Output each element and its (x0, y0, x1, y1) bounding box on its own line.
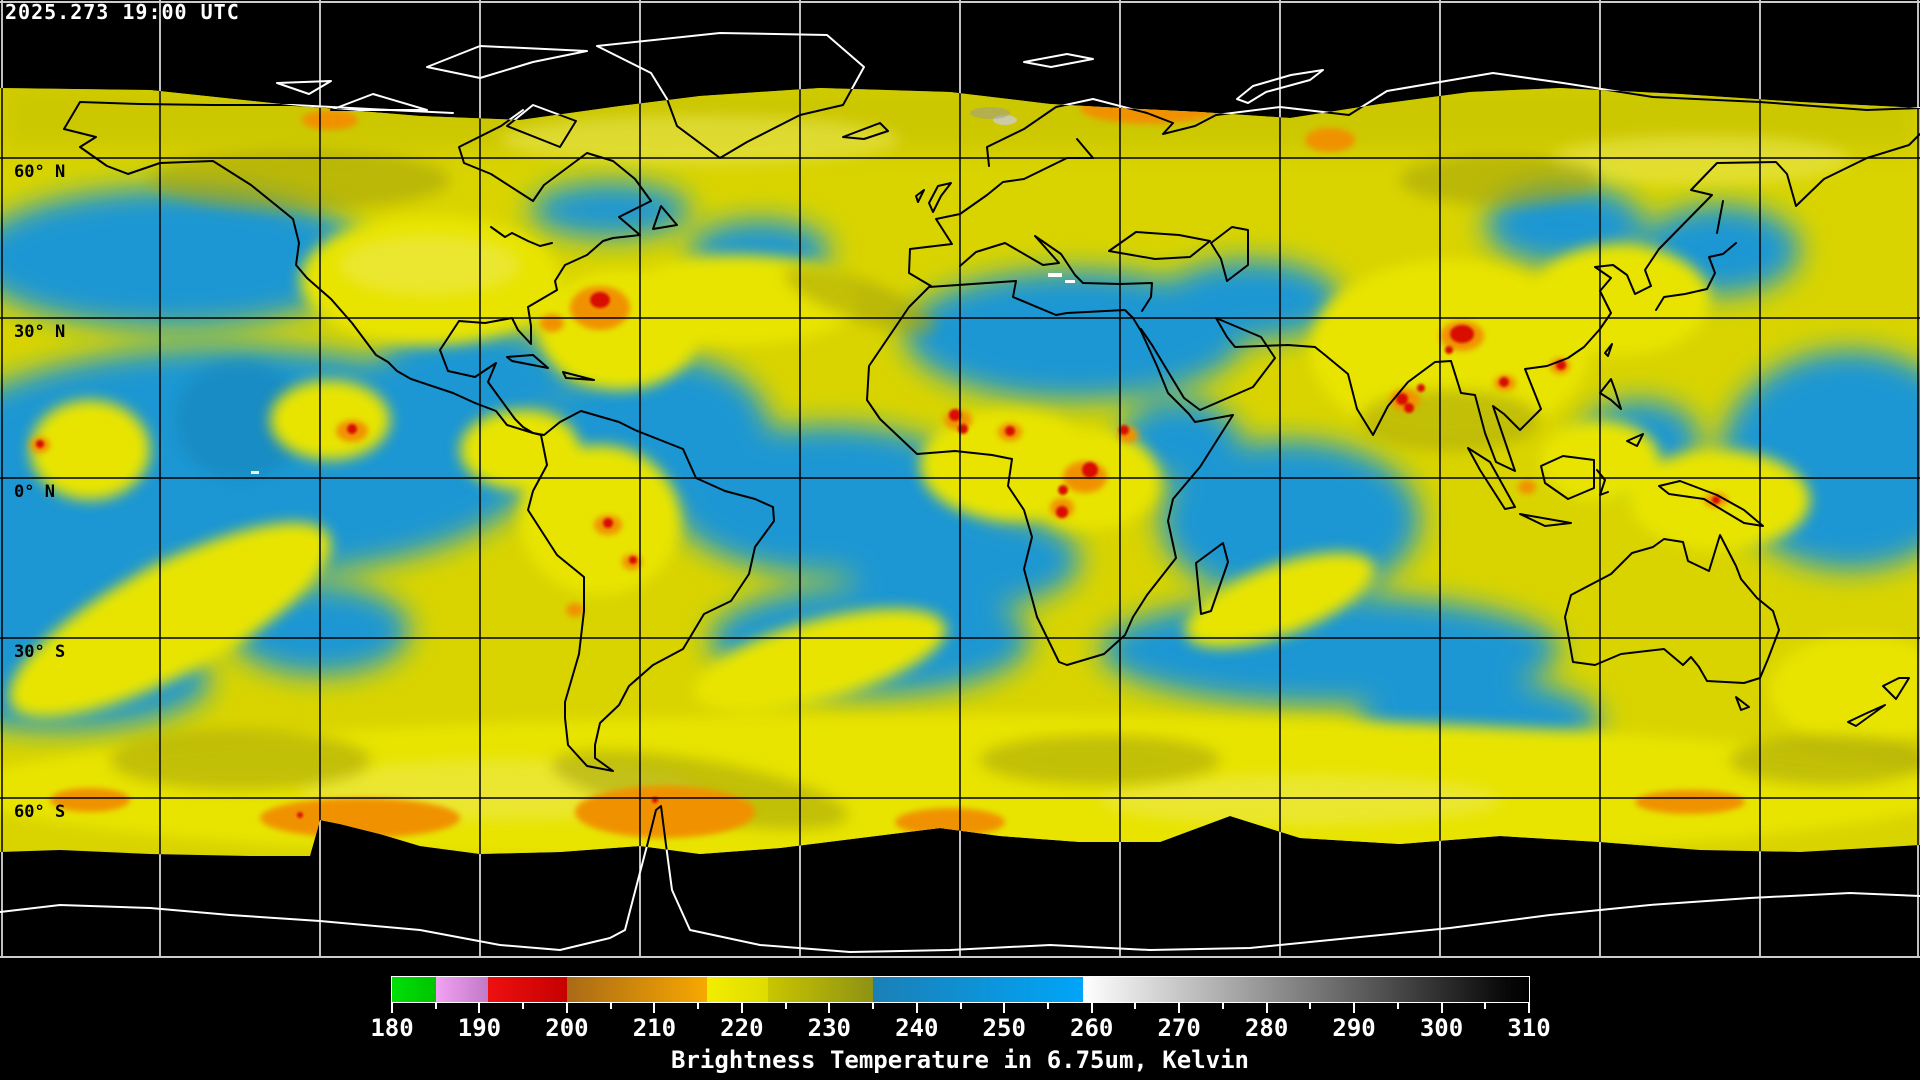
colorbar-scale (391, 976, 1530, 1003)
high-cloud-white-specks (251, 107, 1075, 474)
grid-lines-over-data (0, 0, 1920, 957)
colorbar-minor-tick (1396, 1003, 1399, 1009)
colorbar-tick-label: 210 (632, 1014, 677, 1042)
colorbar-tick-label: 300 (1419, 1014, 1464, 1042)
colorbar-tick-label: 190 (457, 1014, 502, 1042)
colorbar-minor-tick (1484, 1003, 1487, 1009)
colorbar-tick-label: 240 (895, 1014, 939, 1042)
colorbar-minor-tick (609, 1003, 612, 1009)
colorbar-major-tick (1090, 1003, 1093, 1013)
colorbar-minor-tick (1134, 1003, 1137, 1009)
colorbar-major-tick (1178, 1003, 1181, 1013)
timestamp: 2025.273 19:00 UTC (5, 0, 240, 24)
colorbar-major-tick (653, 1003, 656, 1013)
colorbar-major-tick (740, 1003, 743, 1013)
colorbar-major-tick (828, 1003, 831, 1013)
colorbar-tick-label: 200 (545, 1014, 589, 1042)
latitude-label: 60° N (14, 162, 66, 182)
colorbar-tick-label: 180 (370, 1014, 414, 1042)
colorbar-caption: Brightness Temperature in 6.75um, Kelvin (671, 1046, 1249, 1074)
convective-red-cores (36, 292, 1720, 818)
colorbar-tick-label: 310 (1507, 1014, 1551, 1042)
colorbar-tick-label: 290 (1332, 1014, 1376, 1042)
colorbar-minor-tick (522, 1003, 525, 1009)
colorbar-tick-label: 280 (1244, 1014, 1289, 1042)
latitude-label: 60° S (14, 802, 66, 822)
colorbar-major-tick (1265, 1003, 1268, 1013)
colorbar-tick-label: 220 (720, 1014, 764, 1042)
colorbar-minor-tick (1309, 1003, 1312, 1009)
colorbar-major-tick (1353, 1003, 1356, 1013)
colorbar-major-tick (1528, 1003, 1530, 1013)
colorbar-minor-tick (872, 1003, 875, 1009)
colorbar-tick-label: 260 (1070, 1014, 1114, 1042)
colorbar-minor-tick (784, 1003, 787, 1009)
colorbar-minor-tick (434, 1003, 437, 1009)
colorbar-major-tick (1003, 1003, 1006, 1013)
latitude-label: 30° S (14, 642, 66, 662)
colorbar-minor-tick (1221, 1003, 1224, 1009)
colorbar-tick-label: 270 (1157, 1014, 1201, 1042)
colorbar-major-tick (915, 1003, 918, 1013)
colorbar-major-tick (478, 1003, 481, 1013)
latitude-label: 0° N (14, 482, 55, 502)
colorbar-major-tick (565, 1003, 568, 1013)
latitude-label: 30° N (14, 322, 66, 342)
colorbar-major-tick (391, 1003, 393, 1013)
colorbar-major-tick (1440, 1003, 1443, 1013)
colorbar-minor-tick (959, 1003, 962, 1009)
colorbar-tick-label: 250 (982, 1014, 1026, 1042)
colorbar-tick-label: 230 (807, 1014, 851, 1042)
colorbar-minor-tick (697, 1003, 700, 1009)
colorbar-minor-tick (1046, 1003, 1049, 1009)
